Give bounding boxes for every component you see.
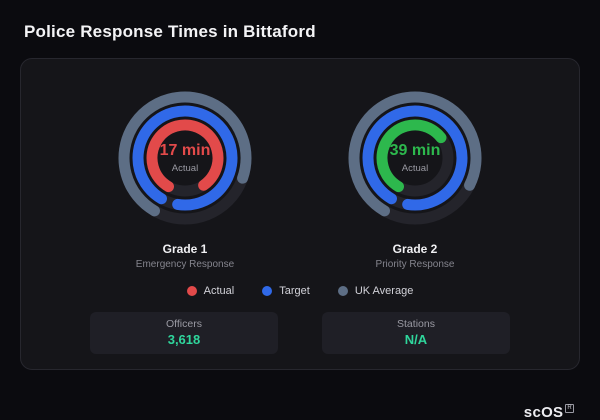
stat-value-officers: 3,618 xyxy=(167,332,201,347)
gauge-title: Grade 2 xyxy=(392,242,438,256)
registered-trademark-icon: R xyxy=(565,404,574,413)
gauge-rings-grade-2 xyxy=(340,83,490,233)
stat-stations: Stations N/A xyxy=(322,312,510,354)
stat-value-stations: N/A xyxy=(404,332,428,347)
dashboard-page: Police Response Times in Bittaford 17 mi… xyxy=(0,22,600,420)
stats-row: Officers 3,618 Stations N/A xyxy=(21,312,579,354)
response-times-card: 17 min Actual Grade 1 Emergency Response… xyxy=(20,58,580,370)
gauge-chart-grade-1: 17 min Actual xyxy=(110,83,260,233)
legend: Actual Target UK Average xyxy=(21,285,579,297)
legend-label-actual: Actual xyxy=(203,285,235,297)
brand-name: scOS xyxy=(523,404,564,420)
legend-label-target: Target xyxy=(279,285,310,297)
stat-officers: Officers 3,618 xyxy=(90,312,278,354)
gauge-grade-1: 17 min Actual Grade 1 Emergency Response xyxy=(110,83,260,270)
gauge-rings-grade-1 xyxy=(110,83,260,233)
stat-label-stations: Stations xyxy=(397,318,435,330)
legend-dot-target xyxy=(262,286,273,296)
page-title: Police Response Times in Bittaford xyxy=(24,22,316,41)
stat-label-officers: Officers xyxy=(166,318,202,330)
gauge-subtitle: Emergency Response xyxy=(135,259,235,270)
brand-logo: scOS R xyxy=(524,404,574,420)
legend-dot-actual xyxy=(186,286,197,296)
gauge-title: Grade 1 xyxy=(162,242,208,256)
gauge-chart-grade-2: 39 min Actual xyxy=(340,83,490,233)
gauge-subtitle: Priority Response xyxy=(375,259,455,270)
gauges-row: 17 min Actual Grade 1 Emergency Response… xyxy=(21,83,579,270)
legend-item-actual[interactable]: Actual xyxy=(186,285,235,297)
legend-item-target[interactable]: Target xyxy=(262,285,310,297)
gauge-grade-2: 39 min Actual Grade 2 Priority Response xyxy=(340,83,490,270)
legend-dot-uk-average xyxy=(337,286,348,296)
legend-item-uk-average[interactable]: UK Average xyxy=(337,285,414,297)
legend-label-uk-average: UK Average xyxy=(354,285,414,297)
